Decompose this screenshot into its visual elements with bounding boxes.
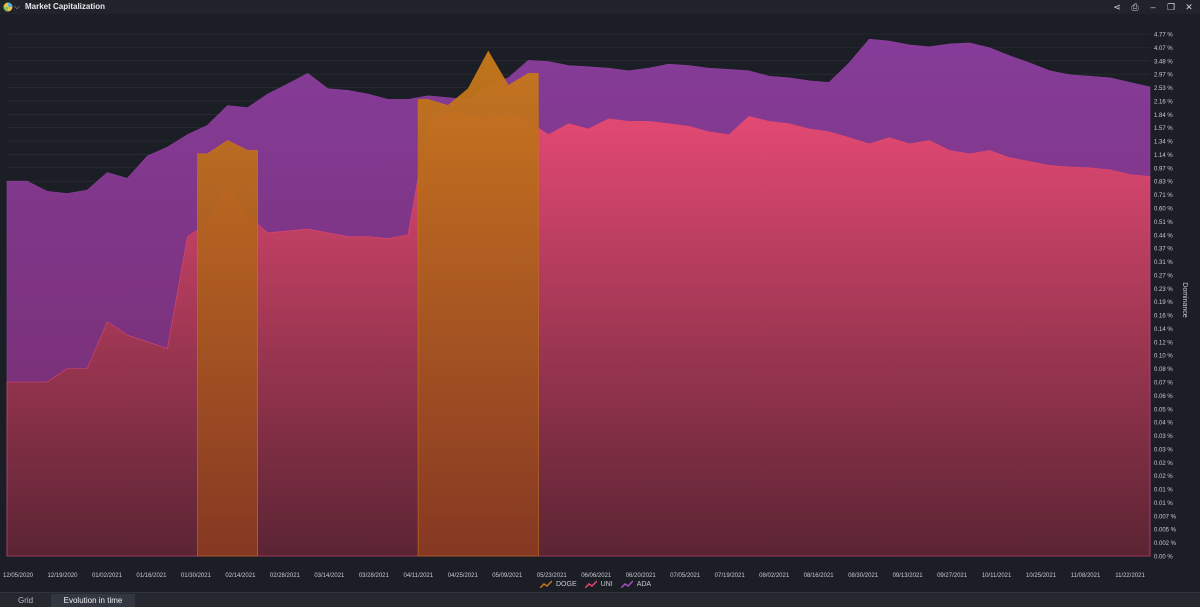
- x-tick-label: 05/23/2021: [537, 573, 568, 579]
- y-tick-label: 1.57 %: [1154, 126, 1173, 132]
- y-tick-label: 0.27 %: [1154, 273, 1173, 279]
- y-tick-label: 0.08 %: [1154, 367, 1173, 373]
- x-tick-label: 08/30/2021: [848, 573, 879, 579]
- y-tick-label: 0.03 %: [1154, 447, 1173, 453]
- y-tick-label: 0.51 %: [1154, 220, 1173, 226]
- x-tick-label: 08/02/2021: [759, 573, 790, 579]
- x-tick-label: 01/02/2021: [92, 573, 123, 579]
- app-logo-icon: [3, 2, 13, 12]
- x-tick-label: 04/11/2021: [404, 573, 434, 579]
- y-tick-label: 1.34 %: [1154, 140, 1173, 146]
- x-tick-label: 06/06/2021: [581, 573, 612, 579]
- legend-item-uni[interactable]: UNI: [584, 580, 613, 588]
- y-tick-label: 0.19 %: [1154, 300, 1173, 306]
- x-tick-label: 03/14/2021: [314, 573, 345, 579]
- dominance-area-chart[interactable]: 4.77 % 4.07 % 3.48 % 2.97 % 2.53 % 2.16 % 1.84…: [0, 14, 1200, 592]
- x-tick-label: 09/13/2021: [893, 573, 924, 579]
- y-tick-label: 0.07 %: [1154, 381, 1173, 387]
- y-tick-label: 0.14 %: [1154, 327, 1173, 333]
- x-tick-label: 07/05/2021: [670, 573, 701, 579]
- y-tick-label: 0.60 %: [1154, 207, 1173, 213]
- y-tick-label: 0.31 %: [1154, 260, 1173, 266]
- x-tick-label: 11/22/2021: [1115, 573, 1145, 579]
- window-title: Market Capitalization: [25, 2, 106, 11]
- export-icon[interactable]: ⎙: [1131, 2, 1139, 12]
- y-tick-label: 0.12 %: [1154, 340, 1173, 346]
- y-tick-label: 0.05 %: [1154, 407, 1173, 413]
- x-tick-label: 04/25/2021: [448, 573, 479, 579]
- share-icon[interactable]: ⋖: [1113, 2, 1121, 12]
- chart-area[interactable]: 4.77 % 4.07 % 3.48 % 2.97 % 2.53 % 2.16 % 1.84…: [0, 14, 1200, 592]
- window-titlebar: ⌵ Market Capitalization ⋖ ⎙ – ❐ ✕: [0, 0, 1200, 14]
- legend-label: DOGE: [556, 580, 577, 588]
- legend-swatch-doge-icon: [540, 580, 552, 588]
- x-tick-label: 02/14/2021: [225, 573, 256, 579]
- minimize-icon[interactable]: –: [1150, 2, 1156, 12]
- y-tick-label: 4.77 %: [1154, 33, 1173, 39]
- area-series-doge: [197, 50, 539, 557]
- y-tick-label: 0.23 %: [1154, 287, 1173, 293]
- x-tick-label: 06/20/2021: [626, 573, 657, 579]
- legend-item-ada[interactable]: ADA: [620, 580, 652, 588]
- area-series-uni: [6, 111, 1151, 557]
- y-tick-label: 0.04 %: [1154, 421, 1173, 427]
- y-tick-label: 0.71 %: [1154, 193, 1173, 199]
- legend-label: ADA: [636, 580, 652, 588]
- y-tick-label: 0.10 %: [1154, 354, 1173, 360]
- y-tick-label: 4.07 %: [1154, 46, 1173, 52]
- y-tick-label: 0.02 %: [1154, 461, 1173, 467]
- legend-swatch-uni-icon: [584, 580, 597, 588]
- y-tick-label: 0.06 %: [1154, 394, 1173, 400]
- y-tick-label: 0.007 %: [1154, 514, 1177, 520]
- x-tick-label: 12/19/2020: [47, 573, 78, 579]
- x-tick-label: 10/11/2021: [982, 573, 1012, 579]
- legend-label: UNI: [600, 580, 613, 588]
- y-tick-label: 3.48 %: [1154, 59, 1173, 65]
- y-tick-label: 2.97 %: [1154, 73, 1173, 79]
- x-tick-label: 10/25/2021: [1026, 573, 1057, 579]
- y-axis-ticks: 4.77 % 4.07 % 3.48 % 2.97 % 2.53 % 2.16 % 1.84…: [1154, 33, 1177, 561]
- y-tick-label: 1.14 %: [1154, 153, 1173, 159]
- y-tick-label: 0.01 %: [1154, 488, 1173, 494]
- tab-evolution-in-time[interactable]: Evolution in time: [51, 594, 135, 607]
- chart-legend: DOGE UNI ADA: [540, 580, 651, 588]
- x-tick-label: 09/27/2021: [937, 573, 968, 579]
- y-tick-label: 0.83 %: [1154, 180, 1173, 186]
- x-tick-label: 01/30/2021: [181, 573, 212, 579]
- y-tick-label: 2.53 %: [1154, 86, 1173, 92]
- restore-icon[interactable]: ❐: [1166, 2, 1176, 12]
- y-tick-label: 2.16 %: [1154, 99, 1173, 105]
- x-tick-label: 03/28/2021: [359, 573, 390, 579]
- x-tick-label: 12/05/2020: [3, 573, 34, 579]
- close-icon[interactable]: ✕: [1185, 2, 1193, 12]
- x-tick-label: 07/19/2021: [715, 573, 746, 579]
- y-tick-label: 0.37 %: [1154, 247, 1173, 253]
- y-tick-label: 0.002 %: [1154, 541, 1177, 547]
- chevron-down-icon[interactable]: ⌵: [14, 2, 21, 11]
- y-tick-label: 0.03 %: [1154, 434, 1173, 440]
- x-axis-ticks: 12/05/2020 12/19/2020 01/02/2021 01/16/2021…: [3, 573, 1145, 579]
- y-axis-label: Dominance: [1181, 282, 1188, 318]
- y-tick-label: 1.84 %: [1154, 113, 1173, 119]
- window-controls: ⋖ ⎙ – ❐ ✕: [1112, 0, 1194, 14]
- y-tick-label: 0.005 %: [1154, 528, 1177, 534]
- x-tick-label: 05/09/2021: [492, 573, 523, 579]
- x-tick-label: 01/16/2021: [136, 573, 167, 579]
- legend-item-doge[interactable]: DOGE: [540, 580, 577, 588]
- y-tick-label: 0.44 %: [1154, 233, 1173, 239]
- y-tick-label: 0.02 %: [1154, 474, 1173, 480]
- legend-swatch-ada-icon: [620, 580, 633, 588]
- tab-grid[interactable]: Grid: [18, 596, 34, 605]
- y-tick-label: 0.00 %: [1154, 555, 1173, 561]
- y-tick-label: 0.97 %: [1154, 166, 1173, 172]
- y-tick-label: 0.01 %: [1154, 501, 1173, 507]
- x-tick-label: 02/28/2021: [270, 573, 301, 579]
- y-tick-label: 0.16 %: [1154, 314, 1173, 320]
- x-tick-label: 11/08/2021: [1071, 573, 1101, 579]
- bottom-tab-bar: Grid Evolution in time: [0, 592, 1200, 607]
- x-tick-label: 08/16/2021: [804, 573, 835, 579]
- series-areas: [6, 38, 1151, 557]
